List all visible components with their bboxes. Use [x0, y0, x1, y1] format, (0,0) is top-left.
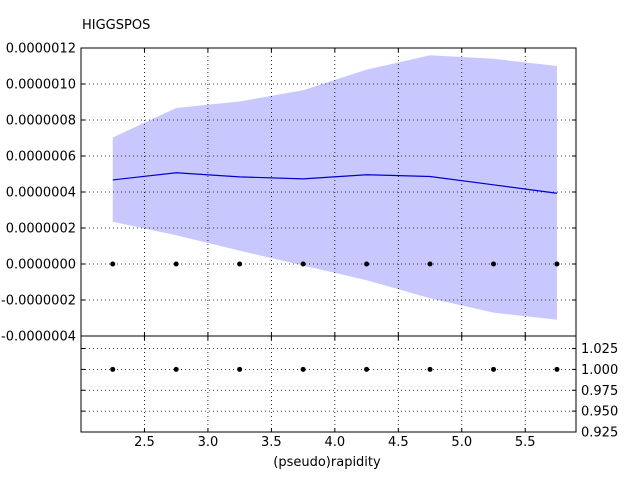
xtick-label-5: 5.0 — [451, 435, 472, 450]
main-ytick-label-0: 0.0000012 — [6, 42, 76, 57]
xtick-label-0: 2.5 — [134, 435, 155, 450]
main-point-0 — [110, 261, 116, 267]
x-axis: 2.5 3.0 3.5 4.0 4.5 5.0 5.5 — [134, 336, 536, 450]
ratio-ytick-label-2: 0.975 — [581, 384, 618, 399]
ratio-ytick-label-0: 1.025 — [581, 342, 618, 357]
xtick-label-4: 4.5 — [388, 435, 409, 450]
ratio-point-6 — [491, 366, 496, 372]
ratio-point-3 — [300, 366, 306, 372]
xtick-label-3: 4.0 — [325, 435, 346, 450]
ratio-point-0 — [110, 366, 116, 372]
main-ytick-label-4: 0.0000004 — [6, 186, 76, 201]
ratio-ytick-label-4: 0.925 — [581, 426, 618, 441]
uncertainty-band — [112, 55, 557, 320]
ratio-point-7 — [554, 366, 560, 372]
main-point-2 — [237, 261, 243, 267]
main-ytick-label-2: 0.0000008 — [6, 114, 76, 129]
chart-title: HIGGSPOS — [82, 18, 150, 33]
ratio-point-4 — [364, 366, 370, 372]
ratio-ytick-label-3: 0.950 — [581, 405, 618, 420]
series-line-0 — [112, 172, 558, 194]
x-axis-label: (pseudo)rapidity — [273, 455, 381, 470]
ratio-panel: 1.025 1.000 0.975 0.950 0.925 — [80, 335, 618, 441]
xtick-label-6: 5.5 — [515, 435, 536, 450]
main-point-5 — [427, 261, 433, 267]
main-ytick-label-1: 0.0000010 — [6, 78, 76, 93]
main-point-7 — [554, 261, 560, 267]
main-point-4 — [364, 261, 370, 267]
main-ytick-label-6: 0.0000000 — [6, 258, 76, 273]
xtick-label-1: 3.0 — [198, 435, 219, 450]
main-ytick-label-8: -0.0000004 — [1, 330, 76, 345]
main-panel: 0.0000012 0.0000010 0.0000008 0.0000006 0.00… — [1, 42, 577, 345]
main-ytick-label-5: 0.0000002 — [6, 222, 76, 237]
main-point-3 — [300, 261, 306, 267]
main-ytick-label-3: 0.0000006 — [6, 150, 76, 165]
ratio-ytick-label-1: 1.000 — [581, 363, 618, 378]
ratio-point-2 — [237, 366, 243, 372]
xtick-label-2: 3.5 — [261, 435, 282, 450]
ratio-point-1 — [173, 366, 179, 372]
main-ytick-label-7: -0.0000002 — [1, 294, 76, 309]
main-point-6 — [491, 261, 496, 267]
main-point-1 — [173, 261, 179, 267]
ratio-point-5 — [427, 366, 433, 372]
ratio-frame — [80, 335, 577, 433]
